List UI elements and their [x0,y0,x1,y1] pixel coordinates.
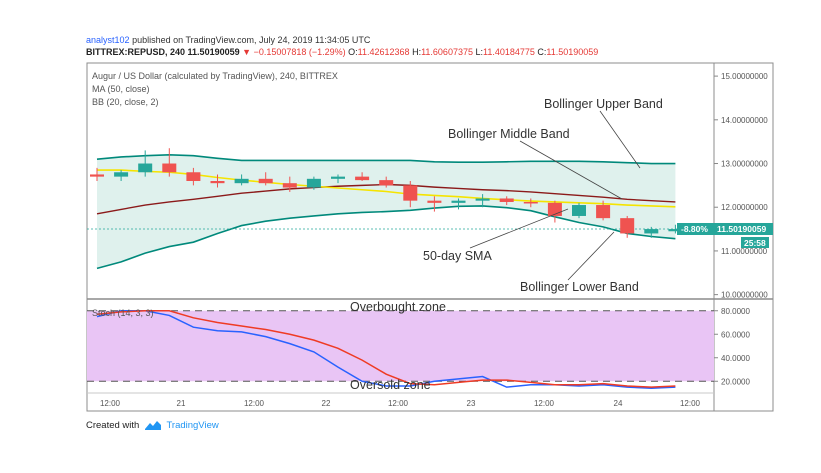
stoch-tick-label: 20.0000 [721,377,750,386]
pointer-lower [567,231,615,281]
pointer-upper [599,110,641,169]
annotation-sma: 50-day SMA [423,249,492,263]
published-text: published on TradingView.com, July 24, 2… [132,35,371,45]
candle-body [186,172,201,181]
candle-body [403,185,418,201]
candle-body [114,172,129,177]
annotation-overbought: Overbought zone [350,300,446,314]
pointer-sma [469,208,569,249]
chart-header: analyst102 published on TradingView.com,… [86,34,598,58]
candle-body [668,229,683,232]
candle-body [234,178,249,184]
candle-body [523,201,538,204]
price-badge: -8.80% 11.50190059 25:58 [677,223,773,248]
high-value: 11.60607375 [421,47,473,57]
main-panel [87,148,714,270]
pointer-middle [519,140,623,200]
stoch-tick-label: 60.0000 [721,330,750,339]
open-label: O: [348,47,358,57]
high-label: H: [412,47,422,57]
time-tick-label: 23 [467,399,476,408]
tradingview-link[interactable]: TradingView [166,420,219,432]
stoch-band-fill [87,310,714,382]
close-label: C: [537,47,547,57]
footer: Created with TradingView [86,420,219,431]
legend-title: Augur / US Dollar (calculated by Trading… [92,71,338,81]
candle-body [451,200,466,203]
annotation-oversold: Oversold zone [350,378,431,392]
time-tick-label: 12:00 [388,399,409,408]
price-tick-label: 10.00000000 [721,291,768,300]
annotation-lower-band: Bollinger Lower Band [520,280,639,294]
candle-body [475,198,490,201]
price-tick-label: 14.00000000 [721,116,768,125]
candle-body [331,176,345,179]
candle-body [90,174,104,177]
open-value: 11.42612368 [357,47,410,57]
candle-body [282,183,297,188]
price-tick-label: 13.00000000 [721,160,768,169]
legend-ma: MA (50, close) [92,84,150,94]
time-tick-label: 12:00 [100,399,121,408]
panel-frames [86,62,774,412]
candle-body [379,180,394,186]
low-label: L: [475,47,483,57]
bb-upper-line [96,153,676,165]
candle-body [427,200,442,203]
time-tick-label: 24 [614,399,623,408]
quote-line: BITTREX:REPUSD, 240 11.50190059 ▼ −0.150… [86,46,598,58]
candle-body [620,218,635,234]
last-price: 11.50190059 [187,47,240,57]
candle-body [644,229,659,234]
tradingview-logo-icon [144,421,161,430]
publish-line: analyst102 published on TradingView.com,… [86,34,598,46]
stoch-d-line [96,310,676,388]
price-change: −0.15007818 (−1.29%) [253,47,346,57]
candle-body [138,163,153,173]
created-with-text: Created with [86,420,140,432]
axes: 15.00000000 14.00000000 13.00000000 12.0000… [100,72,768,408]
stoch-tick-label: 80.0000 [721,307,750,316]
stoch-k-line [96,310,676,390]
badge-change: -8.80% [681,224,708,234]
badge-countdown: 25:58 [744,238,766,248]
annotations: Bollinger Upper Band Bollinger Middle Ba… [350,97,663,392]
author-link[interactable]: analyst102 [86,35,130,45]
stoch-tick-label: 40.0000 [721,354,750,363]
candle-body [355,176,370,181]
candle-body [572,205,586,216]
time-tick-label: 12:00 [534,399,555,408]
annotation-upper-band: Bollinger Upper Band [544,97,663,111]
bb-lower-line [96,205,676,270]
symbol-label: BITTREX:REPUSD, 240 [86,47,186,57]
stoch-panel [87,310,714,390]
candle-body [499,198,514,202]
legend-stoch: Stoch (14, 3, 3) [92,308,154,318]
annotation-middle-band: Bollinger Middle Band [448,127,570,141]
candle-body [306,178,321,188]
time-tick-label: 21 [177,399,186,408]
candle-body [162,163,177,173]
legend-bb: BB (20, close, 2) [92,97,159,107]
candle-body [258,178,273,184]
close-value: 11.50190059 [546,47,599,57]
badge-price: 11.50190059 [717,224,766,234]
time-tick-label: 12:00 [680,399,701,408]
down-arrow-icon: ▼ [242,47,252,57]
price-tick-label: 12.00000000 [721,203,768,212]
candle-body [596,205,611,219]
legend: Augur / US Dollar (calculated by Trading… [92,71,338,318]
low-value: 11.40184775 [483,47,535,57]
time-tick-label: 12:00 [244,399,265,408]
time-tick-label: 22 [322,399,331,408]
price-tick-label: 15.00000000 [721,72,768,81]
price-tick-label: 11.00000000 [721,247,768,256]
candle-body [210,181,225,184]
